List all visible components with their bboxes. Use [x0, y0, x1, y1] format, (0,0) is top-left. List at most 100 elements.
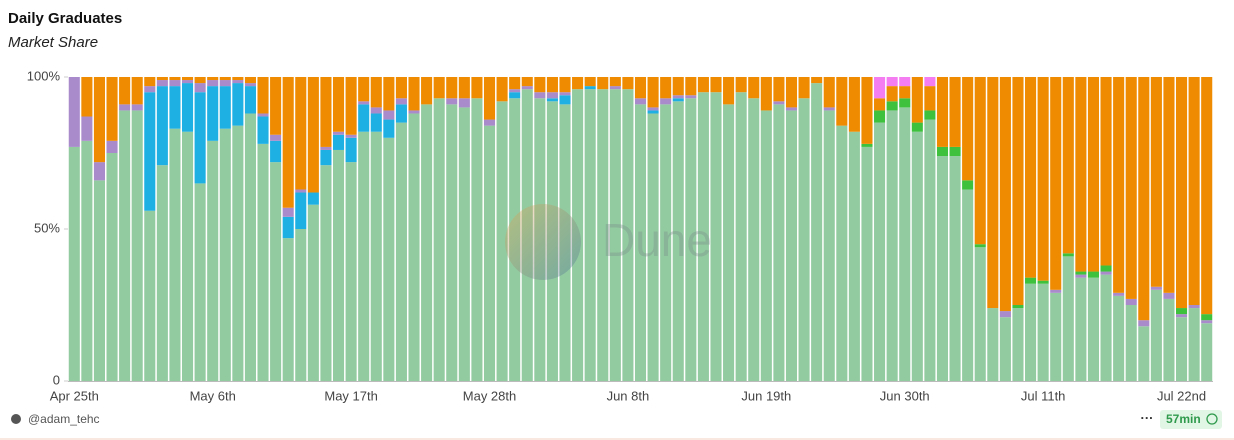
- bar-segment: [509, 92, 521, 99]
- refresh-time: 57min: [1166, 412, 1201, 426]
- bar-segment: [156, 86, 168, 166]
- bar-segment: [119, 77, 131, 105]
- bar-segment: [282, 77, 294, 208]
- bar-segment: [446, 104, 458, 382]
- bar-segment: [546, 77, 558, 93]
- bar-segment: [496, 101, 508, 381]
- bar-segment: [584, 89, 596, 381]
- bar-segment: [307, 77, 319, 193]
- bar-segment: [1062, 77, 1074, 254]
- bar-segment: [1176, 77, 1188, 309]
- bar-segment: [358, 131, 370, 381]
- bar-segment: [270, 162, 282, 381]
- bar-segment: [685, 77, 697, 96]
- bar-segment: [119, 110, 131, 381]
- bar-segment: [1125, 298, 1137, 305]
- bar-segment: [1037, 283, 1049, 381]
- bar-segment: [1163, 292, 1175, 299]
- bar-segment: [383, 137, 395, 381]
- bar-segment: [987, 77, 999, 309]
- bar-segment: [949, 77, 961, 147]
- bar-segment: [345, 77, 357, 135]
- bar-segment: [1138, 77, 1150, 321]
- bar-segment: [181, 131, 194, 381]
- bar-segment: [597, 77, 609, 90]
- bar-segment: [647, 77, 659, 108]
- x-tick-label: May 28th: [463, 388, 516, 403]
- bar-segment: [785, 77, 798, 108]
- bar-segment: [169, 128, 181, 381]
- watermark: Dune: [505, 204, 712, 280]
- bar-segment: [169, 80, 181, 87]
- bar-segment: [634, 98, 647, 105]
- bar-segment: [144, 92, 156, 211]
- bar-segment: [1150, 286, 1162, 290]
- bar-segment: [836, 125, 848, 381]
- bar-segment: [1062, 256, 1074, 381]
- bar-segment: [546, 92, 558, 99]
- bar-segment: [534, 77, 546, 93]
- x-tick-label: Jun 19th: [741, 388, 791, 403]
- bar-segment: [597, 89, 609, 381]
- bar-segment: [207, 140, 219, 381]
- bar-segment: [949, 156, 961, 381]
- bar-segment: [521, 86, 533, 90]
- bar-segment: [899, 86, 911, 99]
- menu[interactable]: ···: [1141, 410, 1154, 425]
- bar-segment: [68, 77, 80, 147]
- refresh-badge[interactable]: [1160, 410, 1222, 429]
- bar-segment: [999, 311, 1011, 318]
- bar-segment: [697, 77, 709, 93]
- bar-segment: [1201, 320, 1213, 324]
- bar-segment: [320, 149, 332, 166]
- bar-segment: [647, 110, 659, 114]
- bar-segment: [207, 77, 219, 81]
- bar-segment: [1050, 289, 1062, 293]
- bar-segment: [383, 119, 395, 138]
- bar-segment: [194, 83, 206, 93]
- bar-segment: [660, 104, 672, 382]
- bar-segment: [395, 122, 407, 381]
- bar-segment: [483, 125, 496, 381]
- bar-segment: [962, 180, 974, 190]
- bar-segment: [634, 77, 647, 99]
- bar-segment: [546, 98, 558, 102]
- bar-segment: [748, 77, 760, 99]
- author-avatar: [11, 414, 21, 424]
- bar-segment: [1113, 292, 1125, 296]
- bar-segment: [1075, 77, 1087, 272]
- bar-segment: [836, 77, 848, 126]
- bar-segment: [899, 98, 911, 108]
- bar-segment: [81, 140, 93, 381]
- bar-segment: [232, 77, 244, 81]
- bar-segment: [358, 104, 370, 132]
- watermark-text: Dune: [602, 214, 712, 266]
- bar-segment: [1100, 265, 1112, 272]
- bar-segment: [370, 107, 382, 114]
- bar-segment: [131, 77, 143, 105]
- bar-segment: [987, 308, 999, 381]
- bar-segment: [974, 247, 986, 381]
- bar-segment: [874, 122, 886, 381]
- bar-segment: [924, 119, 936, 381]
- bar-segment: [1012, 305, 1024, 309]
- refresh-icon: [1206, 413, 1218, 425]
- bar-segment: [395, 77, 407, 99]
- y-tick-label: 100%: [27, 68, 61, 83]
- bar-segment: [559, 77, 571, 93]
- bar-segment: [257, 116, 269, 144]
- bar-segment: [270, 77, 282, 135]
- bar-segment: [861, 143, 873, 147]
- bar-segment: [710, 77, 722, 93]
- bar-segment: [458, 98, 470, 108]
- bar-segment: [672, 101, 684, 381]
- bar-segment: [194, 92, 206, 184]
- bar-segment: [144, 86, 156, 93]
- bar-segment: [911, 131, 923, 381]
- author: @adam_tehc: [28, 412, 100, 426]
- bar-segment: [1138, 320, 1150, 327]
- bar-segment: [1201, 77, 1213, 315]
- bar-segment: [798, 77, 810, 99]
- bar-segment: [962, 189, 974, 381]
